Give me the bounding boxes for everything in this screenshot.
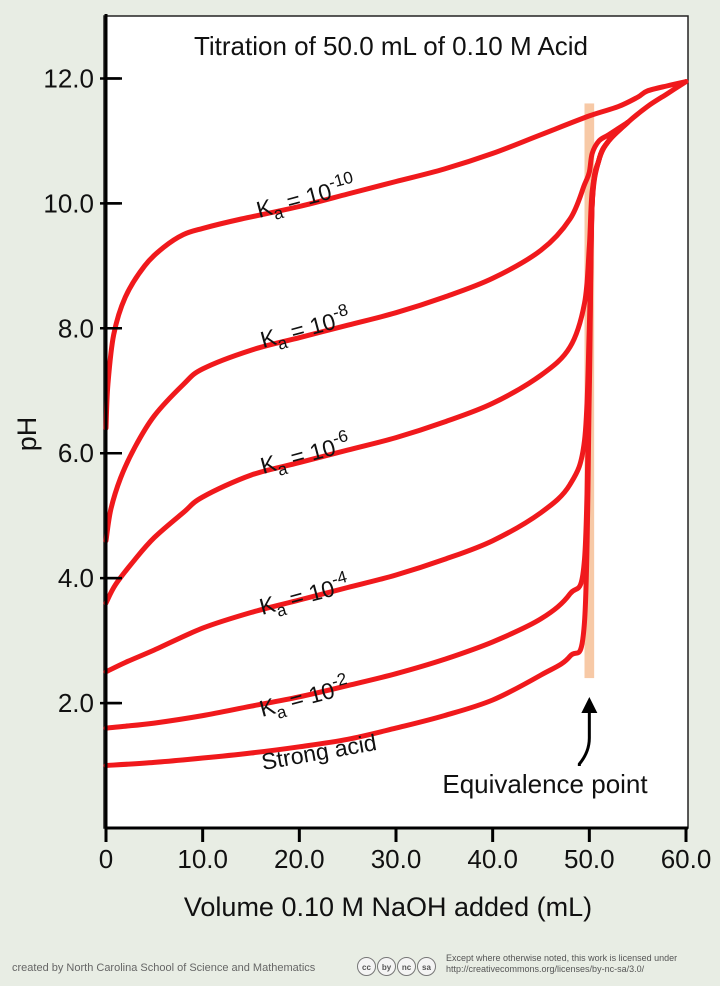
- curve-series-4: [103, 119, 631, 544]
- y-tick-label: 2.0: [58, 688, 94, 718]
- license-text: Except where otherwise noted, this work …: [446, 953, 677, 975]
- curve-label-1: Ka = 10-2: [256, 669, 354, 727]
- equivalence-arrowhead: [581, 697, 598, 713]
- x-axis-title: Volume 0.10 M NaOH added (mL): [184, 892, 592, 922]
- equivalence-point-label: Equivalence point: [442, 769, 648, 799]
- cc-license-badge: cc by nc sa: [357, 957, 436, 976]
- titration-chart: Strong acid Ka = 10-2 Ka = 10-4 Ka = 10-6 Ka…: [12, 14, 712, 922]
- x-tick-label: 50.0: [564, 844, 615, 874]
- by-attribution-icon: by: [377, 957, 396, 976]
- noncommercial-icon: nc: [397, 957, 416, 976]
- y-axis-title: pH: [12, 417, 42, 452]
- credit-text: created by North Carolina School of Scie…: [12, 962, 316, 974]
- chart-title: Titration of 50.0 mL of 0.10 M Acid: [194, 31, 588, 61]
- x-tick-label: 0: [99, 844, 113, 874]
- footer: created by North Carolina School of Scie…: [0, 946, 720, 986]
- x-tick-label: 60.0: [661, 844, 712, 874]
- license-line-1: Except where otherwise noted, this work …: [446, 953, 678, 963]
- license-url[interactable]: http://creativecommons.org/licenses/by-n…: [446, 964, 645, 974]
- share-alike-icon: sa: [417, 957, 436, 976]
- y-tick-label: 6.0: [58, 438, 94, 468]
- curve-label-2: Ka = 10-4: [256, 567, 354, 625]
- x-tick-label: 20.0: [274, 844, 325, 874]
- y-tick-label: 8.0: [58, 313, 94, 343]
- equivalence-arrow: [577, 712, 591, 766]
- curve-series-5: [103, 79, 689, 431]
- cc-icon: cc: [357, 957, 376, 976]
- x-tick-label: 30.0: [371, 844, 422, 874]
- x-tick-label: 10.0: [177, 844, 228, 874]
- y-tick-label: 4.0: [58, 563, 94, 593]
- y-tick-label: 10.0: [43, 188, 94, 218]
- curve-series-3: [103, 119, 631, 606]
- y-tick-label: 12.0: [43, 63, 94, 93]
- x-tick-label: 40.0: [467, 844, 518, 874]
